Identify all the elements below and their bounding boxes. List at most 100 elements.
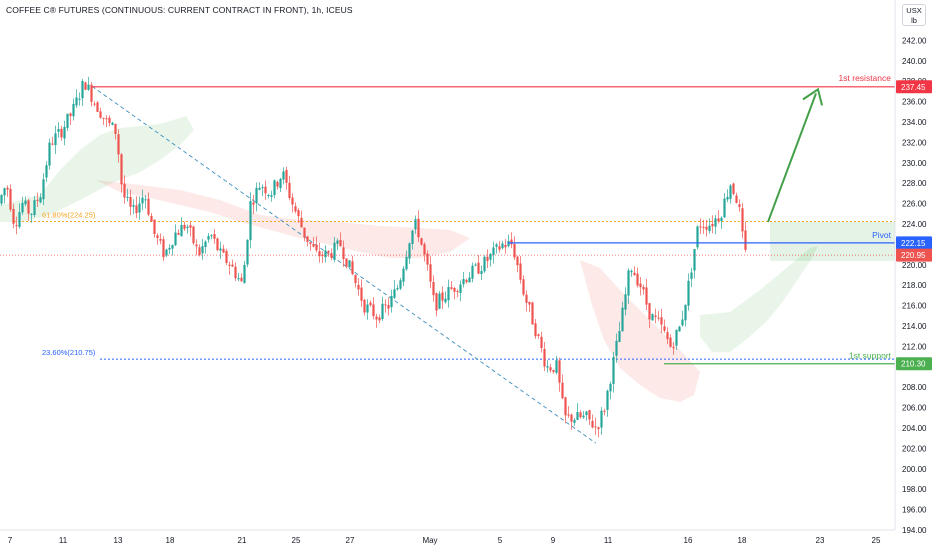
candle-body: [555, 360, 558, 373]
price-tick-label: 208.00: [902, 383, 927, 392]
time-tick-label: 9: [551, 536, 556, 545]
candle-body: [270, 195, 273, 197]
currency-unit-button[interactable]: USX lb: [902, 4, 926, 26]
candle-body: [384, 304, 387, 306]
candle-body: [678, 326, 681, 332]
candle-body: [231, 264, 234, 267]
candle-body: [687, 280, 690, 306]
unit-label: lb: [911, 16, 917, 25]
trendline-segment: [91, 85, 597, 444]
candle-body: [210, 235, 213, 237]
candle-body: [309, 242, 312, 244]
candle-body: [42, 179, 45, 200]
candle-body: [312, 243, 315, 247]
candle-body: [123, 183, 126, 198]
price-tick-label: 214.00: [902, 322, 927, 331]
candle-body: [63, 126, 66, 139]
candle-body: [651, 314, 654, 321]
candle-body: [609, 383, 612, 392]
candle-body: [498, 246, 501, 250]
candle-body: [168, 247, 171, 250]
candle-body: [495, 244, 498, 247]
time-tick-label: 18: [166, 536, 175, 545]
candle-body: [717, 218, 720, 222]
candle-body: [561, 382, 564, 399]
candle-body: [429, 264, 432, 282]
candle-body: [117, 134, 120, 155]
candle-body: [666, 332, 669, 340]
candle-body: [732, 183, 735, 194]
candle-body: [261, 187, 264, 189]
candle-body: [93, 103, 96, 105]
candle-body: [126, 196, 129, 198]
candle-body: [420, 238, 423, 245]
price-tick-label: 226.00: [902, 200, 927, 209]
candle-body: [672, 347, 675, 349]
fibonacci-levels: 61.80%(224.25) 23.60%(210.75): [14, 210, 895, 360]
candle-body: [456, 291, 459, 293]
projection-arrow: [767, 87, 823, 223]
candle-body: [597, 427, 600, 430]
candle-body: [279, 178, 282, 189]
candle-body: [516, 256, 519, 266]
candle-body: [702, 226, 705, 228]
candle-body: [282, 171, 285, 180]
candle-body: [441, 292, 444, 301]
fib-label: 23.60%(210.75): [42, 348, 96, 357]
time-tick-label: 5: [498, 536, 503, 545]
candle-body: [489, 253, 492, 260]
time-tick-label: May: [422, 536, 437, 545]
candle-body: [78, 98, 81, 100]
price-badge: [896, 236, 932, 250]
candle-body: [474, 264, 477, 266]
candle-body: [114, 123, 117, 134]
candle-body: [291, 197, 294, 205]
candle-body: [537, 334, 540, 336]
candle-body: [402, 268, 405, 282]
candle-body: [330, 253, 333, 258]
candle-body: [294, 206, 297, 212]
price-badge: [896, 80, 932, 94]
candle-body: [348, 260, 351, 268]
candle-body: [72, 103, 75, 117]
candle-body: [267, 194, 270, 196]
candle-body: [507, 241, 510, 247]
candle-body: [57, 129, 60, 132]
candle-body: [462, 279, 465, 285]
price-tick-label: 196.00: [902, 506, 927, 515]
candle-body: [744, 230, 747, 250]
candle-body: [357, 284, 360, 290]
time-tick-label: 25: [872, 536, 881, 545]
candle-body: [327, 251, 330, 253]
candle-body: [108, 117, 111, 124]
candle-body: [714, 218, 717, 227]
candle-body: [711, 224, 714, 227]
candle-body: [369, 302, 372, 306]
candle-body: [459, 284, 462, 293]
candle-body: [186, 226, 189, 228]
candle-body: [729, 185, 732, 199]
candle-body: [30, 213, 33, 215]
price-tick-label: 240.00: [902, 57, 927, 66]
candle-body: [735, 195, 738, 203]
projection-line: [767, 93, 817, 223]
candle-body: [360, 287, 363, 301]
candle-body: [18, 212, 21, 227]
candle-body: [153, 219, 156, 234]
candle-body: [477, 262, 480, 274]
candle-body: [738, 204, 741, 208]
candle-body: [450, 287, 453, 289]
price-badge: [896, 248, 932, 262]
time-axis[interactable]: 7 11 13 18 21 25 27 May 5 9 11 16 18 23 25: [0, 529, 895, 545]
support-label: 1st support: [849, 351, 892, 361]
candle-body: [192, 226, 195, 244]
candle-body: [24, 200, 27, 205]
candle-body: [642, 286, 645, 290]
candle-body: [207, 236, 210, 240]
candle-body: [297, 210, 300, 217]
candle-body: [579, 412, 582, 418]
price-axis[interactable]: 194.00 196.00 198.00 200.00 202.00 204.00 206.…: [894, 0, 932, 535]
price-tick-label: 206.00: [902, 404, 927, 413]
candle-body: [102, 117, 105, 119]
